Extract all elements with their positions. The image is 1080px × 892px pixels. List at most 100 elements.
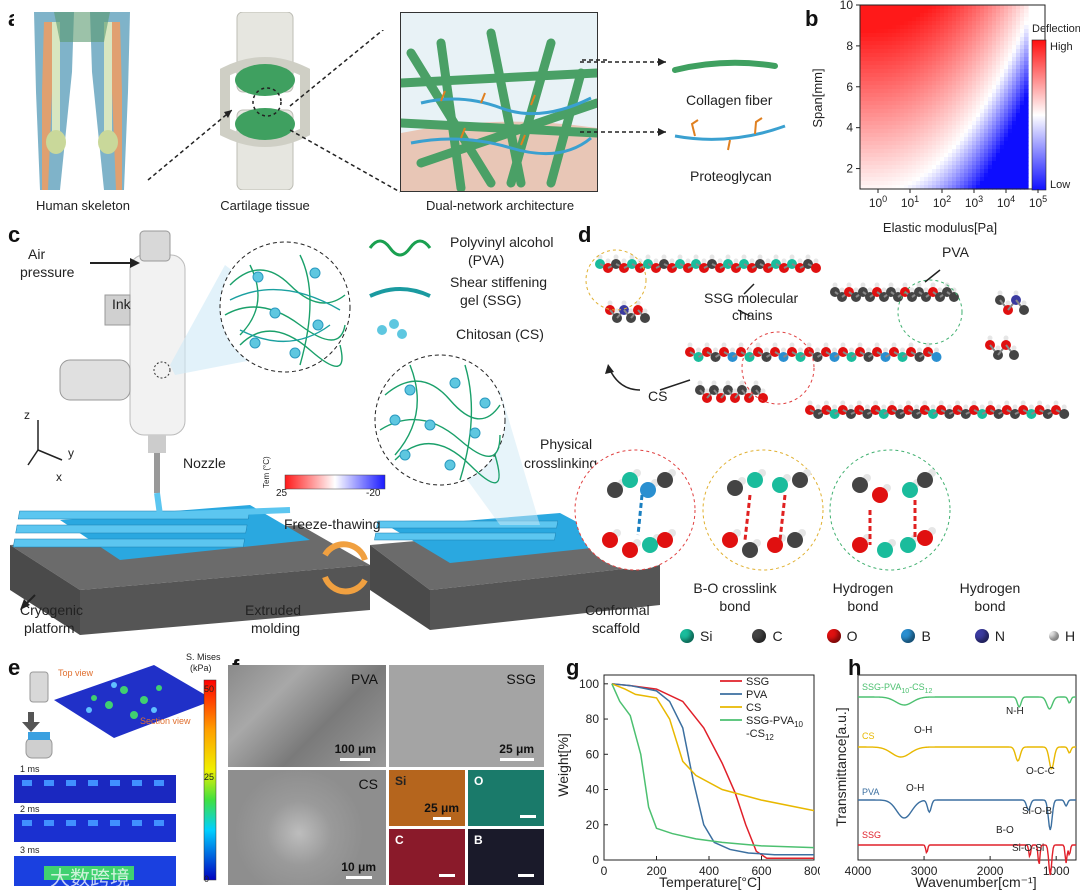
heatmap-cell (864, 17, 869, 22)
heatmap-cell (972, 141, 977, 146)
heatmap-cell (872, 137, 877, 142)
heatmap-cell (1020, 113, 1025, 118)
heatmap-cell (876, 145, 881, 150)
heatmap-cell (1000, 53, 1005, 58)
heatmap-cell (860, 89, 865, 94)
heatmap-cell (1024, 129, 1029, 134)
heatmap-cell (884, 173, 889, 178)
atom-h (704, 342, 710, 348)
heatmap-cell (920, 133, 925, 138)
heatmap-cell (996, 17, 1001, 22)
heatmap-cell (932, 141, 937, 146)
heatmap-cell (880, 81, 885, 86)
heatmap-cell (1016, 17, 1021, 22)
heatmap-cell (992, 109, 997, 114)
heatmap-cell (1008, 113, 1013, 118)
heatmap-cell (916, 9, 921, 14)
heatmap-cell (912, 61, 917, 66)
heatmap-cell (984, 93, 989, 98)
heatmap-cell (912, 177, 917, 182)
heatmap-cell (936, 185, 941, 190)
heatmap-cell (964, 17, 969, 22)
atom-h (661, 254, 667, 260)
heatmap-cell (944, 133, 949, 138)
atom-h (760, 388, 766, 394)
heatmap-cell (864, 165, 869, 170)
heatmap-cell (976, 81, 981, 86)
heatmap-cell (976, 125, 981, 130)
heatmap-cell (944, 89, 949, 94)
heatmap-cell (976, 121, 981, 126)
caption-dual-network: Dual-network architecture (425, 198, 575, 213)
heatmap-cell (956, 69, 961, 74)
heatmap-cell (972, 77, 977, 82)
heatmap-cell (900, 145, 905, 150)
label-scaffold: scaffold (592, 620, 640, 636)
heatmap-cell (964, 133, 969, 138)
heatmap-cell (916, 109, 921, 114)
heatmap-cell (956, 137, 961, 142)
heatmap-cell (884, 101, 889, 106)
heatmap-cell (980, 93, 985, 98)
tga-ytick-label: 20 (586, 818, 600, 832)
atom-h (725, 254, 731, 260)
heatmap-cell (960, 185, 965, 190)
heatmap-cell (920, 181, 925, 186)
heatmap-cell (940, 65, 945, 70)
ftir-annotation: B-O (996, 825, 1014, 836)
heatmap-cell (1016, 13, 1021, 18)
heatmap-cell (928, 185, 933, 190)
heatmap-cell (924, 169, 929, 174)
atom-h (732, 388, 738, 394)
si-ball-icon (680, 629, 694, 643)
heatmap-cell (1008, 173, 1013, 178)
heatmap-cell (1024, 97, 1029, 102)
heatmap-cell (1020, 45, 1025, 50)
heatmap-cell (868, 129, 873, 134)
heatmap-cell (888, 45, 893, 50)
heatmap-cell (868, 93, 873, 98)
heatmap-cell (880, 17, 885, 22)
heatmap-cell (920, 53, 925, 58)
heatmap-cell (1012, 33, 1017, 38)
heatmap-cell (980, 181, 985, 186)
heatmap-cell (916, 181, 921, 186)
heatmap-cell (1016, 137, 1021, 142)
heatmap-cell (956, 169, 961, 174)
heatmap-cell (860, 129, 865, 134)
heatmap-cell (940, 41, 945, 46)
heatmap-cell (896, 69, 901, 74)
heatmap-cell (976, 117, 981, 122)
tga-xtick-label: 400 (699, 864, 719, 878)
heatmap-cell (936, 73, 941, 78)
heatmap-cell (1024, 17, 1029, 22)
sem-ssg-label: SSG (506, 671, 536, 687)
heatmap-cell (956, 73, 961, 78)
heatmap-cell (884, 73, 889, 78)
label-section-view: Section view (140, 716, 191, 726)
heatmap-cell (964, 25, 969, 30)
heatmap-cell (976, 29, 981, 34)
heatmap-cell (1004, 149, 1009, 154)
heatmap-cell (1008, 45, 1013, 50)
element-c: C (772, 628, 783, 644)
heatmap-cell (880, 85, 885, 90)
heatmap-cell (964, 45, 969, 50)
heatmap-cell (1000, 81, 1005, 86)
heatmap-cell (908, 57, 913, 62)
heatmap-cell (932, 149, 937, 154)
heatmap-cell (916, 157, 921, 162)
heatmap-cell (944, 173, 949, 178)
heatmap-cell (956, 173, 961, 178)
atom-h (874, 282, 880, 288)
heatmap-cell (1000, 125, 1005, 130)
heatmap-cell (876, 133, 881, 138)
heatmap-cell (904, 105, 909, 110)
panel-label-h: h (848, 655, 862, 680)
heatmap-cell (1012, 49, 1017, 54)
ftir-xtick-label: 4000 (845, 864, 872, 878)
ftir-annotation: O-C-C (1026, 766, 1055, 777)
heatmap-cell (980, 185, 985, 190)
bond-bo-line2: bond (719, 598, 751, 614)
heatmap-cell (920, 29, 925, 34)
